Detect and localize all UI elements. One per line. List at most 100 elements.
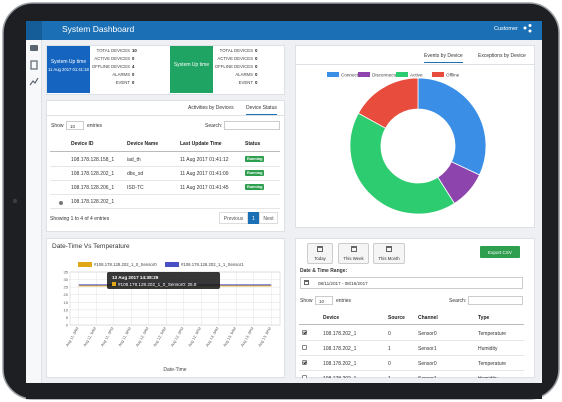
stat-value: 0 [132, 80, 135, 85]
column-header[interactable]: Device [323, 315, 340, 321]
column-header[interactable]: Source [388, 315, 405, 321]
pie-tab[interactable]: Exceptions by Device [478, 53, 526, 59]
cell: 108.178.128.202_1 [71, 199, 115, 205]
pie-tab[interactable]: Events by Device [424, 53, 463, 63]
legend-swatch [165, 262, 179, 267]
length-select[interactable]: 10 [315, 296, 333, 305]
range-input[interactable]: 08/11/2017 - 08/16/2017 [300, 277, 523, 289]
cell: dbs_sd [127, 171, 144, 177]
calendar-icon [350, 246, 357, 252]
search-label: Search: [205, 123, 223, 129]
stat-label: OFFLINE DEVICES [91, 64, 130, 69]
pager-button[interactable]: Previous [219, 212, 248, 224]
stat-value: 0 [132, 56, 135, 61]
share-icon[interactable] [523, 24, 532, 33]
range-label: Date & Time Range: [300, 268, 348, 274]
tab-line [47, 115, 284, 116]
tab[interactable]: Device Status [246, 105, 277, 115]
cell: 108.178.202_1 [323, 331, 357, 337]
range-button-label: This Month [378, 256, 400, 261]
table-head-line [50, 151, 280, 152]
search-input[interactable] [224, 121, 280, 130]
stat-value: 4 [132, 64, 135, 69]
pager-button[interactable]: 1 [248, 212, 259, 224]
stat-label: ACTIVE DEVICES [94, 56, 130, 61]
pie-panel [295, 45, 535, 228]
calendar-icon [386, 246, 392, 252]
cell: Sensor1 [418, 346, 437, 352]
stat-label: EVENT [238, 80, 253, 85]
show-label: Show [300, 298, 313, 304]
cell: 108.178.128.206_1 [71, 185, 115, 191]
row-line [299, 355, 524, 356]
range-button[interactable] [338, 243, 369, 264]
cell: Temperature [478, 361, 507, 367]
uptime-box [170, 46, 213, 93]
range-button-label: Today [314, 256, 326, 261]
row-expand-dot[interactable] [59, 201, 63, 205]
menu-icon[interactable] [29, 77, 39, 86]
uptime-label: System Up time [50, 59, 87, 65]
export-button[interactable]: Export CSV [480, 246, 520, 258]
cell: Sensor0 [418, 331, 437, 337]
calendar-icon [304, 280, 309, 285]
menu-icon[interactable] [30, 45, 38, 51]
range-button-label: This Week [343, 256, 364, 261]
legend-swatch [78, 262, 92, 267]
table-info: Showing 1 to 4 of 4 entries [50, 216, 110, 222]
entries-label: entries [336, 298, 352, 304]
status-badge: Running [245, 156, 265, 162]
row-line [299, 340, 524, 341]
cell: 1 [388, 346, 391, 352]
stat-value: 0 [255, 80, 258, 85]
cell: 108.178.128.158_1 [71, 157, 115, 163]
row-line [50, 194, 280, 195]
cell: iad_th [127, 157, 141, 163]
cell: 11 Aug 2017 01:41:09 [180, 171, 229, 177]
row-checkbox[interactable] [302, 330, 307, 335]
pager-button[interactable]: Next [259, 212, 278, 224]
stat-value: 0 [255, 64, 258, 69]
range-button[interactable] [373, 243, 405, 264]
stat-value: 0 [255, 72, 258, 77]
uptime-box [47, 46, 90, 93]
entries-label: entries [87, 123, 103, 129]
search-input[interactable] [468, 296, 523, 305]
column-header[interactable]: Type [478, 315, 490, 321]
column-header[interactable]: Device Name [127, 141, 159, 147]
legend-label: #108.178.128.202_1_1_Sensor1 [181, 262, 244, 267]
column-header[interactable]: Last Update Time [180, 141, 222, 147]
range-button[interactable] [307, 243, 333, 264]
line-chart-panel [46, 238, 285, 378]
stat-value: 0 [132, 72, 135, 77]
cell: 108.178.202_1 [323, 346, 357, 352]
cell: 108.178.202_1 [323, 361, 357, 367]
table-head-line [299, 324, 524, 325]
row-checkbox[interactable] [302, 360, 307, 365]
sensor-panel [295, 238, 535, 378]
search-label: Search: [449, 298, 467, 304]
header-bar [26, 21, 542, 40]
column-header[interactable]: Device ID [71, 141, 94, 147]
cell: Temperature [478, 331, 507, 337]
stat-value: 0 [255, 48, 258, 53]
row-checkbox[interactable] [302, 345, 307, 350]
tab[interactable]: Activities by Devices [188, 105, 234, 111]
column-header[interactable]: Channel [418, 315, 438, 321]
uptime-time: 11 Aug 2017 01:41:18 [48, 67, 89, 72]
header-user[interactable]: Customer [494, 26, 518, 32]
cell: ISD-TC [127, 185, 144, 191]
cell: 108.178.128.202_1 [71, 171, 115, 177]
stat-label: ALARMS [235, 72, 253, 77]
cell: 11 Aug 2017 01:41:45 [180, 185, 229, 191]
row-line [50, 166, 280, 167]
length-select[interactable]: 10 [66, 121, 84, 130]
stat-label: EVENT [115, 80, 130, 85]
stat-label: TOTAL DEVICES [219, 48, 253, 53]
header-title: System Dashboard [62, 24, 135, 34]
screen-bottom-mask [295, 378, 535, 383]
uptime-label: System Up time [173, 62, 210, 68]
menu-icon[interactable] [30, 60, 38, 70]
column-header[interactable]: Status [245, 141, 261, 147]
